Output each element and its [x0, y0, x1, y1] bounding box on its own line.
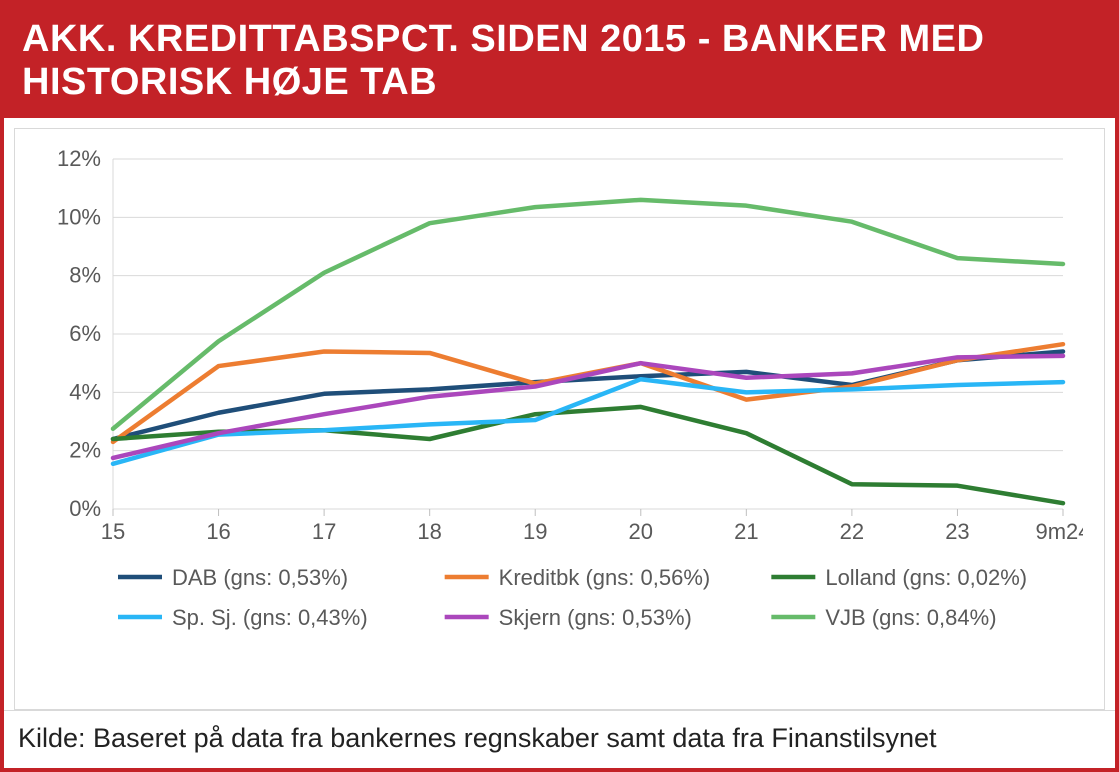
chart-area: 0% 2% 4% 6% 8% 10% 12% 15 16 17 18 19 20 21 22 23 9m24 DA…	[4, 118, 1115, 710]
legend-label-lolland: Lolland (gns: 0,02%)	[825, 565, 1027, 590]
svg-text:12%: 12%	[57, 149, 101, 171]
chart-title: AKK. KREDITTABSPCT. SIDEN 2015 - BANKER …	[4, 4, 1115, 118]
source-footer: Kilde: Baseret på data fra bankernes reg…	[4, 710, 1115, 768]
svg-text:21: 21	[734, 519, 758, 544]
series-vjb	[113, 200, 1063, 429]
svg-text:20: 20	[629, 519, 653, 544]
svg-text:16: 16	[206, 519, 230, 544]
svg-text:18: 18	[417, 519, 441, 544]
svg-text:2%: 2%	[69, 438, 101, 463]
legend-label-spsj: Sp. Sj. (gns: 0,43%)	[172, 605, 368, 630]
legend-label-skjern: Skjern (gns: 0,53%)	[499, 605, 692, 630]
svg-text:17: 17	[312, 519, 336, 544]
plot-box: 0% 2% 4% 6% 8% 10% 12% 15 16 17 18 19 20 21 22 23 9m24 DA…	[14, 128, 1105, 710]
line-chart-svg: 0% 2% 4% 6% 8% 10% 12% 15 16 17 18 19 20 21 22 23 9m24 DA…	[33, 149, 1083, 699]
svg-text:10%: 10%	[57, 204, 101, 229]
svg-text:9m24: 9m24	[1035, 519, 1083, 544]
svg-text:22: 22	[840, 519, 864, 544]
legend-label-vjb: VJB (gns: 0,84%)	[825, 605, 996, 630]
svg-text:0%: 0%	[69, 496, 101, 521]
legend-label-dab: DAB (gns: 0,53%)	[172, 565, 348, 590]
svg-text:23: 23	[945, 519, 969, 544]
svg-text:8%: 8%	[69, 263, 101, 288]
chart-card: AKK. KREDITTABSPCT. SIDEN 2015 - BANKER …	[0, 0, 1119, 772]
legend-label-kreditbk: Kreditbk (gns: 0,56%)	[499, 565, 711, 590]
svg-text:19: 19	[523, 519, 547, 544]
svg-text:6%: 6%	[69, 321, 101, 346]
svg-text:4%: 4%	[69, 379, 101, 404]
svg-text:15: 15	[101, 519, 125, 544]
series-lolland	[113, 407, 1063, 503]
